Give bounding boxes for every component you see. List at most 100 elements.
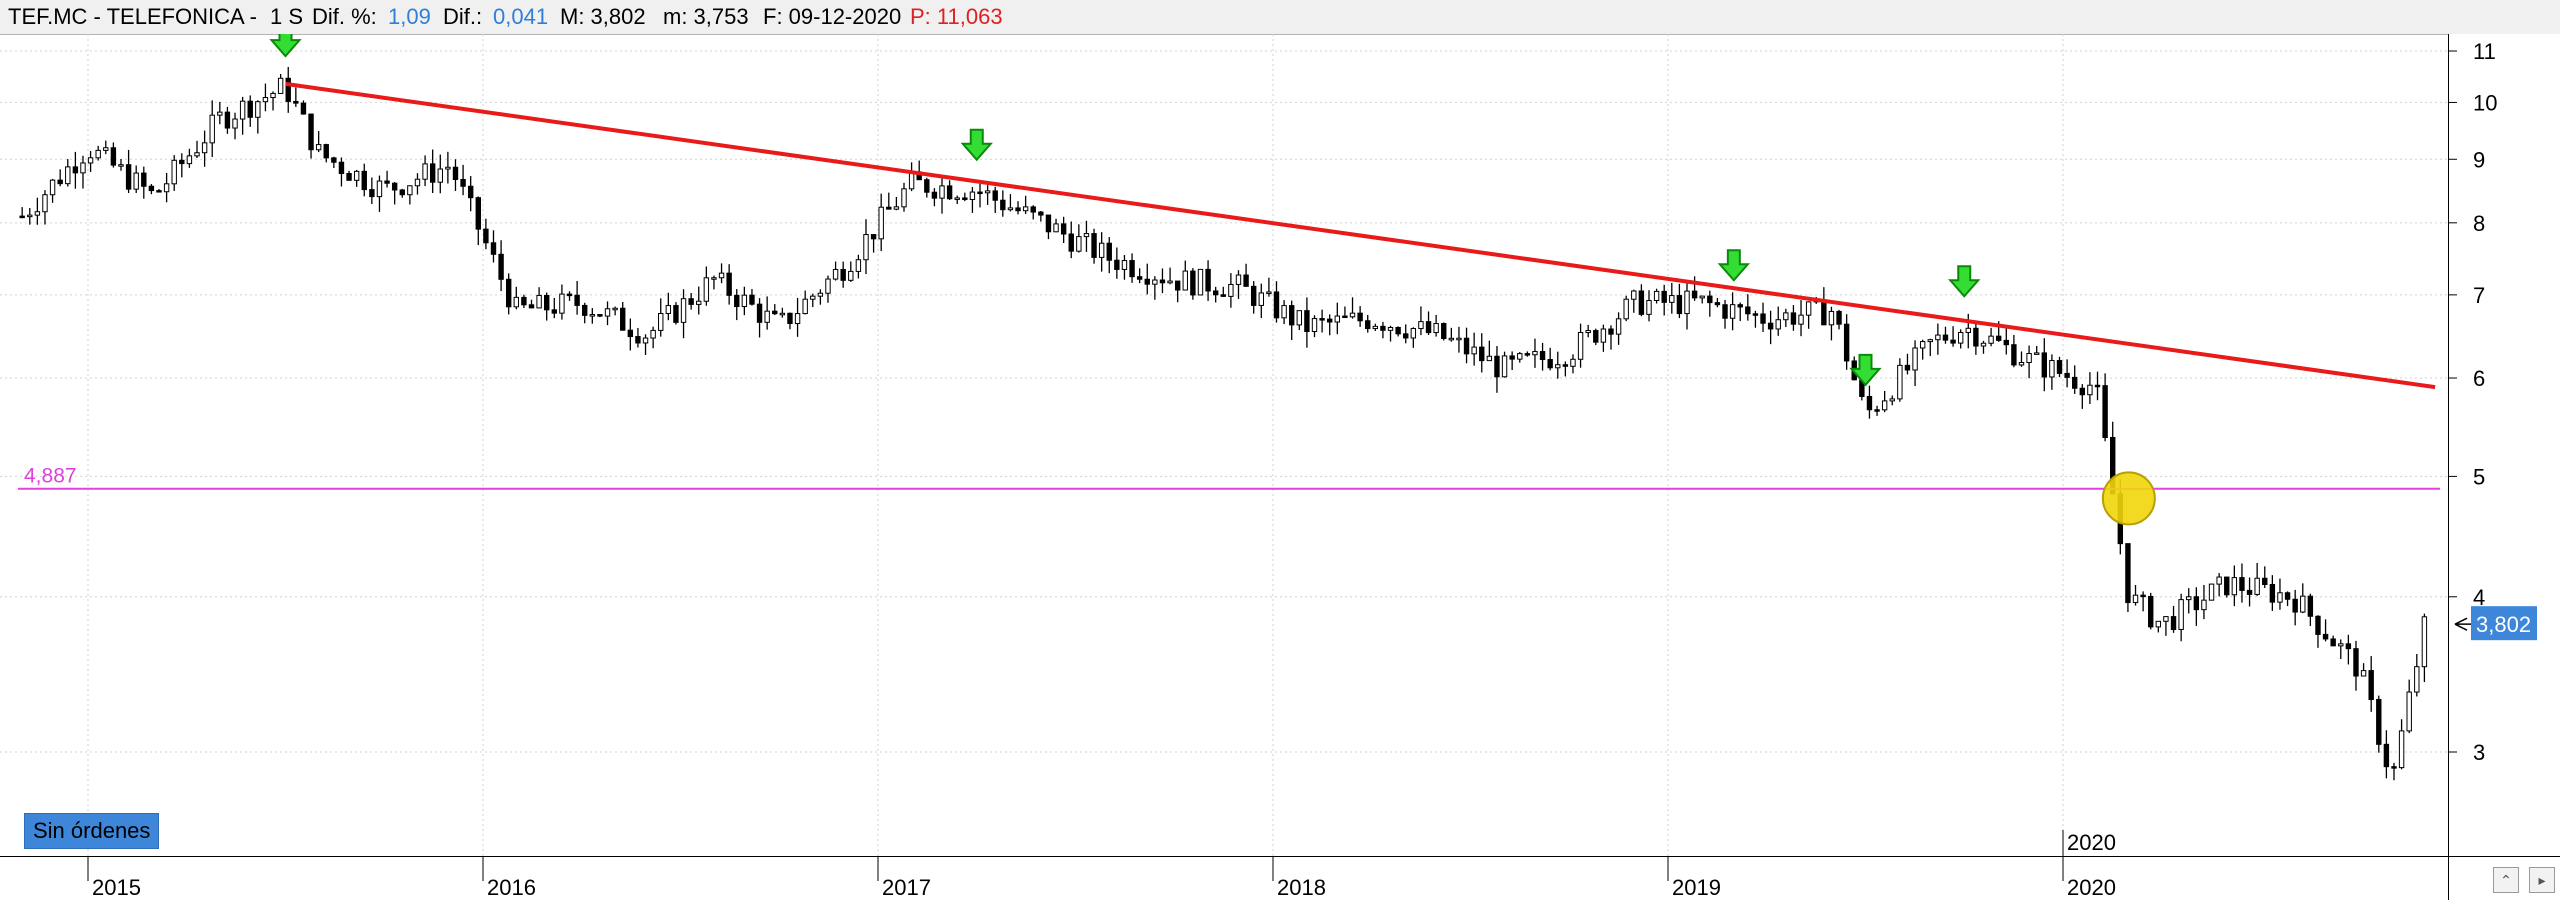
candle xyxy=(171,155,177,191)
time-axis[interactable]: 2015 2016 2017 2018 2019 2020 xyxy=(0,856,2448,900)
candle xyxy=(2368,656,2374,712)
candle xyxy=(1250,281,1257,314)
candle xyxy=(87,151,94,172)
candle xyxy=(1220,286,1226,297)
candle-body xyxy=(1441,323,1447,340)
candle xyxy=(498,240,504,292)
candle xyxy=(1843,314,1850,370)
candle xyxy=(1699,295,1705,304)
candle-body xyxy=(163,183,170,193)
candle xyxy=(2064,359,2070,388)
candle-body xyxy=(414,178,421,187)
candle-body xyxy=(148,185,155,192)
candle xyxy=(285,66,291,113)
candle-body xyxy=(802,298,808,315)
year-label: 2017 xyxy=(882,875,931,900)
candle-body xyxy=(1684,290,1690,315)
candle xyxy=(2277,578,2283,610)
candle-body xyxy=(1372,325,1379,330)
candle-body xyxy=(1775,319,1781,330)
candle xyxy=(255,100,261,134)
candle-body xyxy=(2277,592,2283,603)
candle xyxy=(582,302,588,324)
price-axis[interactable]: 11 10 9 8 7 6 5 4 3 3,802 xyxy=(2448,34,2560,856)
candle xyxy=(1927,338,1933,357)
candle xyxy=(308,113,314,159)
candle-body xyxy=(1418,321,1424,330)
candle xyxy=(650,326,656,349)
candle xyxy=(429,149,436,194)
candle-body xyxy=(1015,207,1021,212)
candle-body xyxy=(483,228,489,244)
candle xyxy=(369,177,375,204)
candle-body xyxy=(544,294,550,311)
candle-body xyxy=(1357,312,1363,322)
candle xyxy=(1471,332,1477,366)
chart-canvas[interactable]: 4,887 2020 xyxy=(0,25,2448,856)
candle-body xyxy=(878,206,884,240)
candle-body xyxy=(2421,616,2428,668)
candle-body xyxy=(156,190,162,193)
candle xyxy=(1973,321,1979,355)
candle-body xyxy=(2254,577,2260,595)
candle-body xyxy=(1950,339,1956,344)
candle xyxy=(475,196,481,246)
candle-body xyxy=(179,159,185,165)
price-chart[interactable]: 4,887 2020 Sin órdenes xyxy=(0,25,2448,856)
candle xyxy=(642,334,649,355)
candle xyxy=(1608,325,1614,350)
candle xyxy=(118,159,124,171)
candle xyxy=(1433,315,1439,337)
candle xyxy=(908,162,915,192)
candle xyxy=(1174,280,1181,303)
orders-status-button[interactable]: Sin órdenes xyxy=(24,813,160,849)
candle-body xyxy=(855,259,862,272)
scroll-right-icon[interactable]: ▸ xyxy=(2529,867,2555,893)
candle-body xyxy=(1266,291,1272,294)
candle-body xyxy=(2360,670,2367,677)
candle-body xyxy=(848,270,854,281)
candle xyxy=(1509,351,1515,370)
dif-value: 0,041 xyxy=(493,4,549,29)
candle-body xyxy=(247,100,253,118)
price-pointer-icon xyxy=(2454,617,2471,631)
candle xyxy=(1593,328,1599,346)
candle-body xyxy=(1448,337,1455,341)
candle xyxy=(1327,314,1333,336)
scroll-up-icon[interactable]: ⌃ xyxy=(2493,867,2519,893)
candle xyxy=(194,140,200,159)
candle xyxy=(27,208,33,225)
candle xyxy=(696,286,702,315)
candle-body xyxy=(2262,577,2268,585)
candle-body xyxy=(217,111,223,116)
candle xyxy=(870,234,877,253)
candle-body xyxy=(1053,223,1059,233)
candle xyxy=(1532,338,1538,368)
candle xyxy=(931,188,938,207)
candle xyxy=(2056,356,2063,378)
date-label: F: 09-12-2020 xyxy=(763,4,902,29)
candle-body xyxy=(2072,376,2078,389)
candle-body xyxy=(962,197,968,201)
candle-body xyxy=(255,101,261,118)
candle-body xyxy=(27,214,33,218)
candle-body xyxy=(323,144,329,159)
candle-body xyxy=(772,310,778,315)
candle-body xyxy=(133,172,139,190)
candle-body xyxy=(1980,342,1987,347)
candle xyxy=(1045,214,1052,240)
candle-body xyxy=(293,100,299,104)
candle xyxy=(1479,333,1485,373)
candle-body xyxy=(1045,214,1052,233)
candle-body xyxy=(308,113,314,151)
candle-body xyxy=(1509,355,1515,360)
resistance-trend-line xyxy=(285,81,2436,390)
candle xyxy=(878,193,884,252)
candle xyxy=(802,290,808,315)
candle xyxy=(148,184,155,195)
price-tick-label: 4 xyxy=(2473,585,2485,610)
candle-body xyxy=(1182,270,1188,291)
candle-body xyxy=(2056,360,2063,374)
candle-body xyxy=(1212,290,1219,296)
candle xyxy=(1243,263,1249,287)
